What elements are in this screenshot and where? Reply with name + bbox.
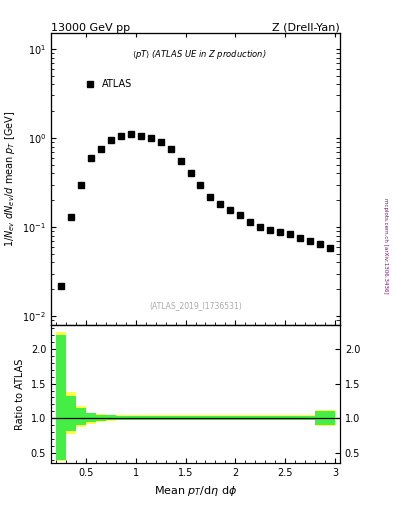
Y-axis label: Ratio to ATLAS: Ratio to ATLAS <box>15 358 25 430</box>
Text: ATLAS: ATLAS <box>102 79 132 89</box>
Text: mcplots.cern.ch [arXiv:1306.3436]: mcplots.cern.ch [arXiv:1306.3436] <box>384 198 388 293</box>
Text: (ATLAS_2019_I1736531): (ATLAS_2019_I1736531) <box>149 301 242 310</box>
X-axis label: Mean $p_T$/d$\eta$ d$\phi$: Mean $p_T$/d$\eta$ d$\phi$ <box>154 484 237 498</box>
Y-axis label: $1/N_{ev}$ $dN_{ev}/d$ mean $p_T$ [GeV]: $1/N_{ev}$ $dN_{ev}/d$ mean $p_T$ [GeV] <box>3 111 17 247</box>
Text: 13000 GeV pp: 13000 GeV pp <box>51 23 130 32</box>
Text: Z (Drell-Yan): Z (Drell-Yan) <box>272 23 340 32</box>
Text: $\langle pT\rangle$ (ATLAS UE in Z production): $\langle pT\rangle$ (ATLAS UE in Z produ… <box>132 48 266 61</box>
